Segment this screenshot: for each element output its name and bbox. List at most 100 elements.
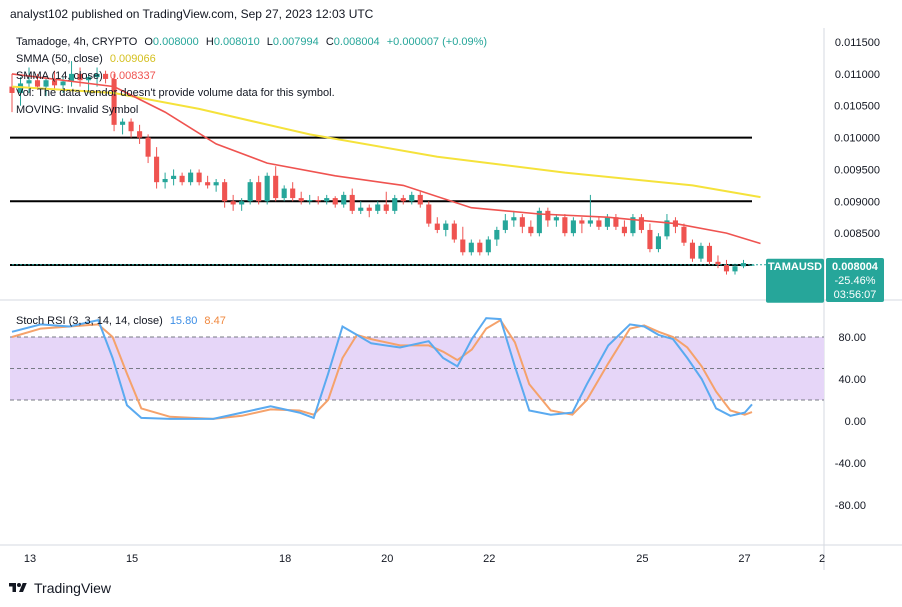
- candle-body: [43, 80, 49, 87]
- candle-body: [494, 229, 500, 240]
- candle-body: [145, 137, 151, 157]
- stoch-k-line: [11, 317, 753, 420]
- footer-brand-text: TradingView: [34, 580, 112, 596]
- stoch-d-value: 8.47: [204, 315, 225, 327]
- time-axis-label: 25: [636, 553, 648, 565]
- time-axis-label: 27: [738, 553, 750, 565]
- candle-body: [604, 217, 610, 227]
- candle-body: [562, 217, 568, 234]
- legend-smma50: SMMA (50, close) 0.009066: [16, 53, 156, 65]
- candle-body: [94, 73, 100, 78]
- candle-body: [723, 265, 730, 272]
- legend-open-value: 0.008000: [153, 36, 199, 48]
- footer-brand[interactable]: TradingView: [8, 580, 111, 596]
- candle-body: [553, 217, 559, 221]
- candle-body: [137, 131, 143, 138]
- stoch-legend: Stoch RSI (3, 3, 14, 14, close) 15.80 8.…: [16, 315, 226, 327]
- price-tag-change: -25.46%: [835, 275, 876, 287]
- candle-body: [273, 175, 279, 199]
- candle-body: [230, 201, 236, 205]
- candle-body: [307, 200, 313, 202]
- price-axis: 0.011500 0.011000 0.010500 0.010000 0.009500…: [834, 37, 880, 272]
- candle-body: [298, 198, 304, 202]
- candle-body: [655, 236, 661, 250]
- candle-body: [681, 226, 687, 243]
- candles-layer: [9, 61, 755, 275]
- candle-body: [60, 81, 66, 86]
- candle-body: [732, 266, 738, 272]
- candle-body: [154, 156, 160, 183]
- price-axis-label: 0.010500: [834, 101, 880, 113]
- legend-low-label: L: [267, 36, 273, 48]
- price-axis-label: 0.009000: [834, 196, 880, 208]
- candle-body: [9, 86, 15, 93]
- candle-body: [477, 242, 483, 253]
- candle-body: [171, 175, 177, 179]
- legend-high-label: H: [206, 36, 214, 48]
- price-tag-countdown: 03:56:07: [834, 289, 877, 301]
- candle-body: [451, 223, 457, 240]
- candle-body: [434, 223, 440, 230]
- candle-body: [579, 220, 585, 224]
- candle-body: [34, 80, 41, 87]
- tradingview-logo-icon: [9, 583, 27, 592]
- time-axis-label: 15: [126, 553, 138, 565]
- time-axis-label: 2: [819, 553, 825, 565]
- stoch-k-value: 15.80: [170, 315, 198, 327]
- candle-body: [120, 121, 126, 125]
- smma50-line: [11, 85, 761, 199]
- stoch-axis-label: 0.00: [845, 416, 866, 428]
- candle-body: [196, 172, 202, 183]
- smma14-label: SMMA (14, close): [16, 70, 103, 82]
- price-axis-label: 0.010000: [834, 133, 880, 145]
- candle-body: [222, 182, 228, 202]
- candle-body: [188, 172, 194, 183]
- candle-body: [519, 217, 525, 227]
- candle-body: [375, 204, 381, 211]
- candle-body: [332, 198, 338, 205]
- smma50-label: SMMA (50, close): [16, 53, 103, 65]
- candle-body: [68, 73, 75, 82]
- candle-body: [426, 204, 432, 224]
- candle-body: [26, 80, 32, 84]
- candle-body: [213, 182, 219, 186]
- time-axis-label: 20: [381, 553, 393, 565]
- stoch-axis-label: -80.00: [835, 500, 866, 512]
- candle-body: [239, 201, 245, 205]
- candle-body: [409, 194, 415, 202]
- candle-body: [545, 210, 551, 221]
- candle-body: [528, 226, 534, 234]
- candle-body: [536, 210, 542, 234]
- legend-open-label: O: [144, 36, 153, 48]
- candle-body: [502, 220, 508, 230]
- candle-body: [349, 194, 355, 211]
- price-tag-price: 0.008004: [832, 261, 879, 273]
- legend-smma14: SMMA (14, close) 0.008337: [16, 70, 156, 82]
- legend-symbol-line: Tamadoge, 4h, CRYPTO O0.008000 H0.008010…: [16, 36, 487, 48]
- candle-body: [17, 83, 24, 93]
- candle-body: [698, 245, 704, 259]
- candle-body: [647, 229, 653, 250]
- candle-body: [740, 263, 747, 267]
- candle-body: [51, 80, 58, 86]
- smma14-value: 0.008337: [110, 70, 156, 82]
- candle-body: [460, 239, 466, 253]
- main-legend: Tamadoge, 4h, CRYPTO O0.008000 H0.008010…: [16, 36, 487, 116]
- candle-body: [630, 217, 636, 234]
- candle-body: [392, 198, 398, 211]
- candle-body: [247, 182, 253, 202]
- stoch-label: Stoch RSI (3, 3, 14, 14, close): [16, 315, 163, 327]
- candle-body: [570, 220, 576, 234]
- candle-body: [77, 73, 83, 81]
- candle-body: [715, 261, 721, 265]
- publisher-line: analyst102 published on TradingView.com,…: [10, 7, 374, 21]
- candle-body: [256, 182, 262, 202]
- candle-body: [587, 220, 593, 224]
- candle-body: [706, 245, 713, 262]
- candle-body: [621, 226, 627, 234]
- candle-body: [664, 220, 670, 237]
- candle-body: [511, 217, 517, 221]
- legend-close-label: C: [326, 36, 334, 48]
- candle-body: [417, 194, 423, 205]
